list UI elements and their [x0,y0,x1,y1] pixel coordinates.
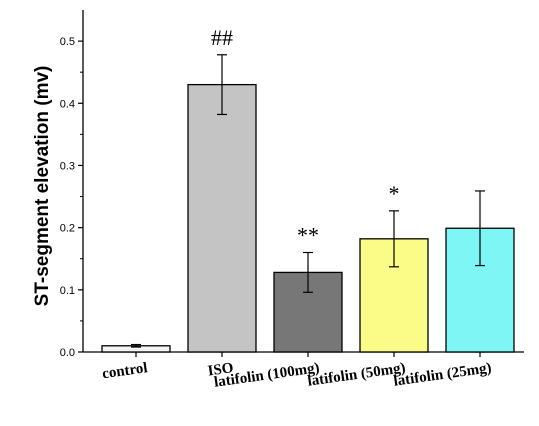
y-tick-label: 0.4 [60,98,75,110]
x-category-label: control [101,360,148,382]
bar [187,83,257,353]
y-tick-label: 0.0 [60,347,75,359]
x-category-label: latifolin (25mg) [393,360,493,390]
y-tick-label: 0.2 [60,223,75,235]
y-tick-label: 0.5 [60,36,75,48]
y-tick-label: 0.1 [60,285,75,297]
significance-label: ## [211,25,233,50]
y-axis-title: ST-segment elevation (mv) [32,66,53,307]
significance-label: * [389,181,400,206]
x-category-label: latifolin (50mg) [307,360,407,390]
x-category-label: ISO [207,360,235,379]
y-tick-label: 0.3 [60,160,75,172]
significance-label: ** [297,223,319,248]
